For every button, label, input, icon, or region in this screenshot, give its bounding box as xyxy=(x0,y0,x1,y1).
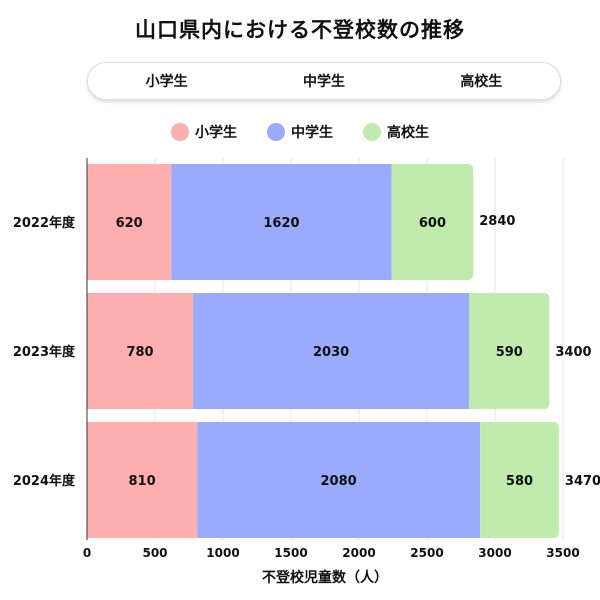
legend-label-elementary: 小学生 xyxy=(195,125,237,141)
bar-segment xyxy=(87,164,172,280)
x-tick-label: 2000 xyxy=(342,546,375,560)
x-tick-label: 500 xyxy=(142,546,167,560)
legend-item-high-school[interactable]: 高校生 xyxy=(363,122,429,142)
total-label: 2840 xyxy=(479,214,515,229)
legend-item-junior-high[interactable]: 中学生 xyxy=(267,122,333,142)
data-label: 620 xyxy=(116,216,143,231)
chart-title: 山口県内における不登校数の推移 xyxy=(135,18,465,42)
category-label: 2022年度 xyxy=(13,215,76,231)
data-label: 590 xyxy=(496,345,523,360)
x-tick-label: 2500 xyxy=(410,546,443,560)
bar-segment xyxy=(197,422,481,538)
legend-swatch-junior-high xyxy=(267,123,285,141)
bar-segment xyxy=(171,164,392,280)
tab-high-school[interactable]: 高校生 xyxy=(460,74,503,90)
data-label: 810 xyxy=(129,474,156,489)
data-label: 1620 xyxy=(263,216,299,231)
data-label: 600 xyxy=(419,216,446,231)
bar-segment xyxy=(193,293,470,409)
bar-segment xyxy=(480,422,559,538)
data-label: 2080 xyxy=(321,474,357,489)
bar-segment xyxy=(391,164,474,280)
legend-item-elementary[interactable]: 小学生 xyxy=(171,122,237,142)
data-label: 2030 xyxy=(313,345,349,360)
level-tab-bar: 小学生 中学生 高校生 xyxy=(87,62,561,100)
chart-legend: 小学生 中学生 高校生 xyxy=(0,120,600,144)
legend-swatch-elementary xyxy=(171,123,189,141)
x-tick-label: 1000 xyxy=(206,546,239,560)
legend-swatch-high-school xyxy=(363,123,381,141)
category-label: 2023年度 xyxy=(13,344,76,360)
bar-segment xyxy=(469,293,550,409)
category-label: 2024年度 xyxy=(13,473,76,489)
bar-segment xyxy=(87,422,198,538)
legend-label-high-school: 高校生 xyxy=(387,125,429,141)
x-tick-label: 3500 xyxy=(546,546,579,560)
tab-junior-high[interactable]: 中学生 xyxy=(302,74,345,90)
data-label: 580 xyxy=(506,474,533,489)
data-label: 780 xyxy=(126,345,153,360)
total-label: 3400 xyxy=(555,345,591,360)
x-tick-label: 0 xyxy=(83,546,91,560)
legend-label-junior-high: 中学生 xyxy=(291,125,333,141)
x-axis-title: 不登校児童数（人） xyxy=(262,569,388,586)
x-tick-label: 1500 xyxy=(274,546,307,560)
tab-elementary[interactable]: 小学生 xyxy=(145,74,188,90)
total-label: 3470 xyxy=(565,474,600,489)
x-tick-label: 3000 xyxy=(478,546,511,560)
bar-segment xyxy=(87,293,194,409)
